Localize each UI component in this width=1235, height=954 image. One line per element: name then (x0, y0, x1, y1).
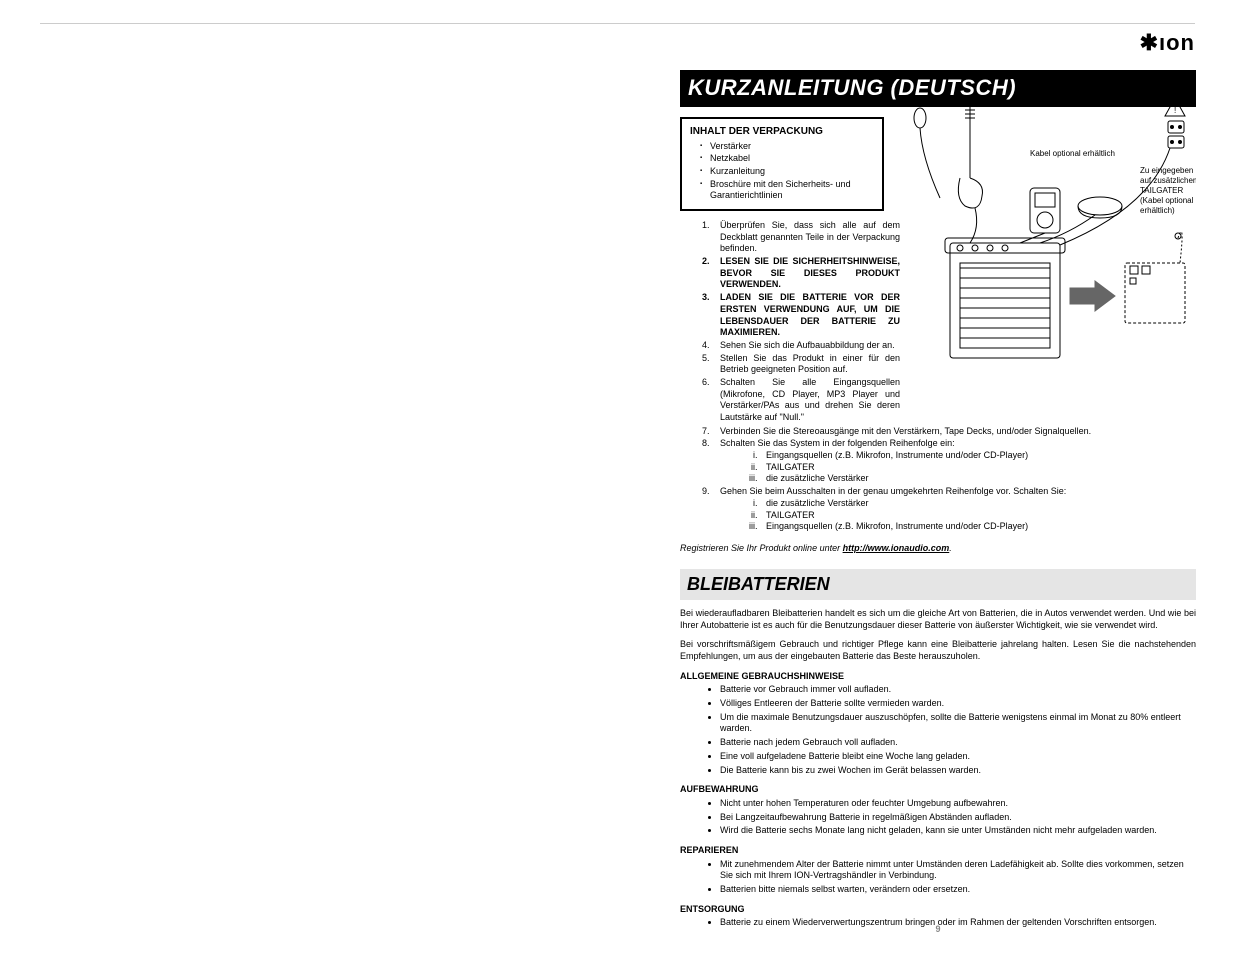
step: Gehen Sie beim Ausschalten in der genau … (712, 486, 1196, 533)
diagram-label-additional: TAILGATER (1140, 186, 1183, 195)
batt-para: Bei vorschriftsmäßigem Gebrauch und rich… (680, 639, 1196, 662)
diagram-label-additional: Zu eingegeben (1140, 166, 1193, 175)
page-number: 9 (680, 924, 1196, 936)
sub-head-storage: AUFBEWAHRUNG (680, 784, 1196, 796)
sub-step: Eingangsquellen (z.B. Mikrofon, Instrume… (760, 450, 1196, 462)
step: Sehen Sie sich die Aufbauabbildung der a… (712, 340, 900, 352)
step: LADEN SIE DIE BATTERIE VOR DER ERSTEN VE… (712, 292, 900, 339)
bullet-item: Völliges Entleeren der Batterie sollte v… (720, 698, 1196, 710)
diagram-label-cable: Kabel optional erhältlich (1030, 149, 1115, 158)
box-item: Netzkabel (700, 153, 874, 165)
sub-step: die zusätzliche Verstärker (760, 498, 1196, 510)
bullet-item: Nicht unter hohen Temperaturen oder feuc… (720, 798, 1196, 810)
connection-diagram: ! Kabel optional erhältlich Zu eingegebe… (900, 88, 1196, 378)
top-border (40, 23, 1195, 24)
step: Verbinden Sie die Stereoausgänge mit den… (712, 426, 1196, 438)
setup-steps-part1: Überprüfen Sie, dass sich alle auf dem D… (680, 220, 900, 424)
diagram-label-additional: (Kabel optional (1140, 196, 1194, 205)
diagram-label-additional: erhältlich) (1140, 206, 1175, 215)
sub-head-repair: REPARIEREN (680, 845, 1196, 857)
bullet-item: Batterie vor Gebrauch immer voll auflade… (720, 684, 1196, 696)
batt-para: Bei wiederaufladbaren Bleibatterien hand… (680, 608, 1196, 631)
step-text: Gehen Sie beim Ausschalten in der genau … (720, 486, 1066, 496)
sub-step: TAILGATER (760, 462, 1196, 474)
sub-step: Eingangsquellen (z.B. Mikrofon, Instrume… (760, 521, 1196, 533)
register-url: http://www.ionaudio.com (843, 543, 950, 553)
bullet-item: Eine voll aufgeladene Batterie bleibt ei… (720, 751, 1196, 763)
box-item: Verstärker (700, 141, 874, 153)
sub-head-disposal: ENTSORGUNG (680, 904, 1196, 916)
bullet-item: Die Batterie kann bis zu zwei Wochen im … (720, 765, 1196, 777)
sub-step: TAILGATER (760, 510, 1196, 522)
register-pre: Registrieren Sie Ihr Produkt online unte… (680, 543, 843, 553)
register-post: . (949, 543, 952, 553)
general-bullets: Batterie vor Gebrauch immer voll auflade… (680, 684, 1196, 776)
step: Überprüfen Sie, dass sich alle auf dem D… (712, 220, 900, 255)
bullet-item: Um die maximale Benutzungsdauer auszusch… (720, 712, 1196, 735)
bullet-item: Batterie nach jedem Gebrauch voll auflad… (720, 737, 1196, 749)
step: Stellen Sie das Produkt in einer für den… (712, 353, 900, 376)
bullet-item: Wird die Batterie sechs Monate lang nich… (720, 825, 1196, 837)
svg-text:!: ! (1174, 106, 1176, 115)
brand-logo: ✱ıon (1140, 29, 1195, 58)
step: Schalten Sie alle Eingangsquellen (Mikro… (712, 377, 900, 424)
bullet-item: Mit zunehmendem Alter der Batterie nimmt… (720, 859, 1196, 882)
package-contents-box: INHALT DER VERPACKUNG Verstärker Netzkab… (680, 117, 884, 211)
storage-bullets: Nicht unter hohen Temperaturen oder feuc… (680, 798, 1196, 837)
diagram-label-additional: auf zusätzlichem (1140, 176, 1196, 185)
step: Schalten Sie das System in der folgenden… (712, 438, 1196, 485)
sub-head-general: ALLGEMEINE GEBRAUCHSHINWEISE (680, 671, 1196, 683)
bullet-item: Bei Langzeitaufbewahrung Batterie in reg… (720, 812, 1196, 824)
repair-bullets: Mit zunehmendem Alter der Batterie nimmt… (680, 859, 1196, 896)
sub-step: die zusätzliche Verstärker (760, 473, 1196, 485)
step-text: Schalten Sie das System in der folgenden… (720, 438, 955, 448)
box-item: Broschüre mit den Sicherheits- und Garan… (700, 179, 874, 202)
section-title-batteries: BLEIBATTERIEN (680, 569, 1196, 600)
bullet-item: Batterien bitte niemals selbst warten, v… (720, 884, 1196, 896)
setup-steps-part2: Verbinden Sie die Stereoausgänge mit den… (680, 426, 1196, 533)
box-item: Kurzanleitung (700, 166, 874, 178)
step: LESEN SIE DIE SICHERHEITSHINWEISE, BEVOR… (712, 256, 900, 291)
register-line: Registrieren Sie Ihr Produkt online unte… (680, 543, 1196, 555)
box-title: INHALT DER VERPACKUNG (690, 125, 874, 138)
